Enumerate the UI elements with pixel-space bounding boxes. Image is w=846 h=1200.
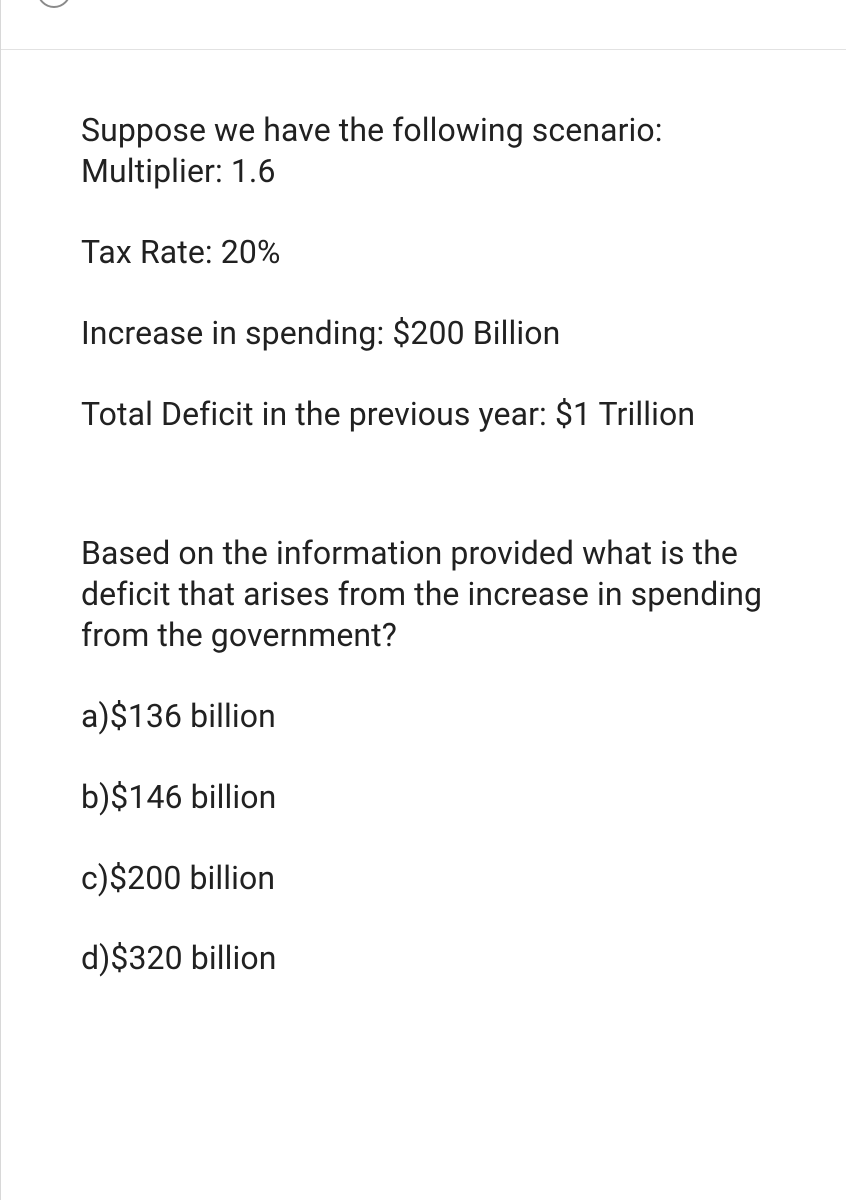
header-bar	[1, 0, 846, 50]
option-b[interactable]: b)$146 billion	[81, 777, 806, 818]
increase-spending-line: Increase in spending: $200 Billion	[81, 313, 806, 354]
question-frame: Suppose we have the following scenario: …	[0, 0, 846, 1200]
scenario-intro: Suppose we have the following scenario: …	[81, 110, 806, 192]
previous-deficit-line: Total Deficit in the previous year: $1 T…	[81, 394, 806, 435]
option-a[interactable]: a)$136 billion	[81, 696, 806, 737]
tax-rate-line: Tax Rate: 20%	[81, 232, 806, 273]
option-c[interactable]: c)$200 billion	[81, 858, 806, 899]
option-d[interactable]: d)$320 billion	[81, 938, 806, 979]
question-content: Suppose we have the following scenario: …	[1, 50, 846, 979]
question-prompt: Based on the information provided what i…	[81, 533, 806, 656]
timer-icon	[37, 0, 71, 8]
